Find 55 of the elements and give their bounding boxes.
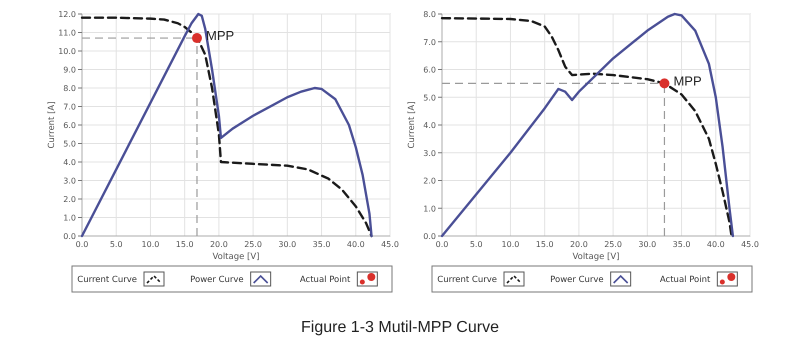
y-tick-label: 10.0 bbox=[58, 47, 76, 56]
x-tick-label: 35.0 bbox=[312, 240, 330, 249]
x-tick-label: 35.0 bbox=[672, 240, 690, 249]
x-axis-title: Voltage [V] bbox=[212, 252, 260, 262]
y-tick-label: 4.0 bbox=[423, 121, 436, 130]
annotation: MPP bbox=[206, 28, 234, 44]
x-tick-label: 25.0 bbox=[604, 240, 622, 249]
x-tick-label: 15.0 bbox=[536, 240, 554, 249]
y-tick-label: 9.0 bbox=[63, 66, 76, 74]
x-tick-label: 20.0 bbox=[210, 240, 228, 249]
y-tick-label: 8.0 bbox=[63, 84, 76, 93]
y-tick-label: 5.0 bbox=[423, 93, 436, 102]
y-tick-label: 3.0 bbox=[63, 176, 76, 186]
x-tick-label: 40.0 bbox=[346, 240, 365, 249]
x-tick-label: 10.0 bbox=[142, 240, 160, 249]
x-tick-label: 25.0 bbox=[244, 240, 262, 249]
x-tick-label: 40.0 bbox=[706, 240, 725, 249]
y-tick-label: 2.0 bbox=[63, 195, 76, 204]
y-tick-label: 2.0 bbox=[423, 176, 436, 186]
annotation: MPP bbox=[673, 73, 702, 88]
x-tick-label: 0.0 bbox=[436, 240, 448, 249]
x-tick-label: 20.0 bbox=[570, 240, 588, 249]
y-tick-label: 5.0 bbox=[63, 140, 76, 148]
y-tick-label: 12.0 bbox=[58, 10, 76, 19]
y-tick-label: 7.0 bbox=[423, 38, 436, 47]
y-tick-label: 0.0 bbox=[63, 232, 76, 241]
y-tick-label: 3.0 bbox=[423, 148, 436, 158]
y-axis-title: Current [A] bbox=[47, 101, 57, 149]
x-tick-label: 45.0 bbox=[381, 240, 399, 249]
x-tick-label: 30.0 bbox=[638, 240, 656, 249]
x-tick-label: 45.0 bbox=[741, 240, 759, 249]
x-tick-label: 15.0 bbox=[176, 240, 194, 249]
x-tick-label: 10.0 bbox=[502, 240, 520, 249]
legend-label: Power Curve bbox=[190, 275, 244, 285]
y-axis-title: Current [A] bbox=[407, 101, 417, 149]
caption: Figure 1-3 Mutil-MPP Curve bbox=[301, 319, 500, 336]
y-tick-label: 6.0 bbox=[63, 121, 76, 130]
y-tick-label: 7.0 bbox=[63, 102, 76, 112]
y-tick-label: 4.0 bbox=[63, 158, 76, 167]
legend-label: Current Curve bbox=[77, 275, 137, 285]
legend-label: Actual Point bbox=[660, 275, 711, 285]
legend-label: Current Curve bbox=[437, 275, 497, 285]
x-tick-label: 5.0 bbox=[470, 240, 483, 249]
legend-label: Actual Point bbox=[300, 275, 351, 285]
legend-label: Power Curve bbox=[550, 275, 604, 285]
y-tick-label: 1.0 bbox=[63, 214, 76, 222]
y-tick-label: 6.0 bbox=[423, 66, 436, 74]
x-tick-label: 5.0 bbox=[110, 240, 123, 249]
y-tick-label: 1.0 bbox=[423, 204, 436, 214]
x-tick-label: 0.0 bbox=[76, 240, 88, 249]
y-tick-label: 11.0 bbox=[58, 28, 76, 38]
x-tick-label: 30.0 bbox=[278, 240, 296, 249]
x-axis-title: Voltage [V] bbox=[572, 252, 620, 262]
y-tick-label: 8.0 bbox=[423, 10, 436, 19]
y-tick-label: 0.0 bbox=[423, 232, 436, 241]
